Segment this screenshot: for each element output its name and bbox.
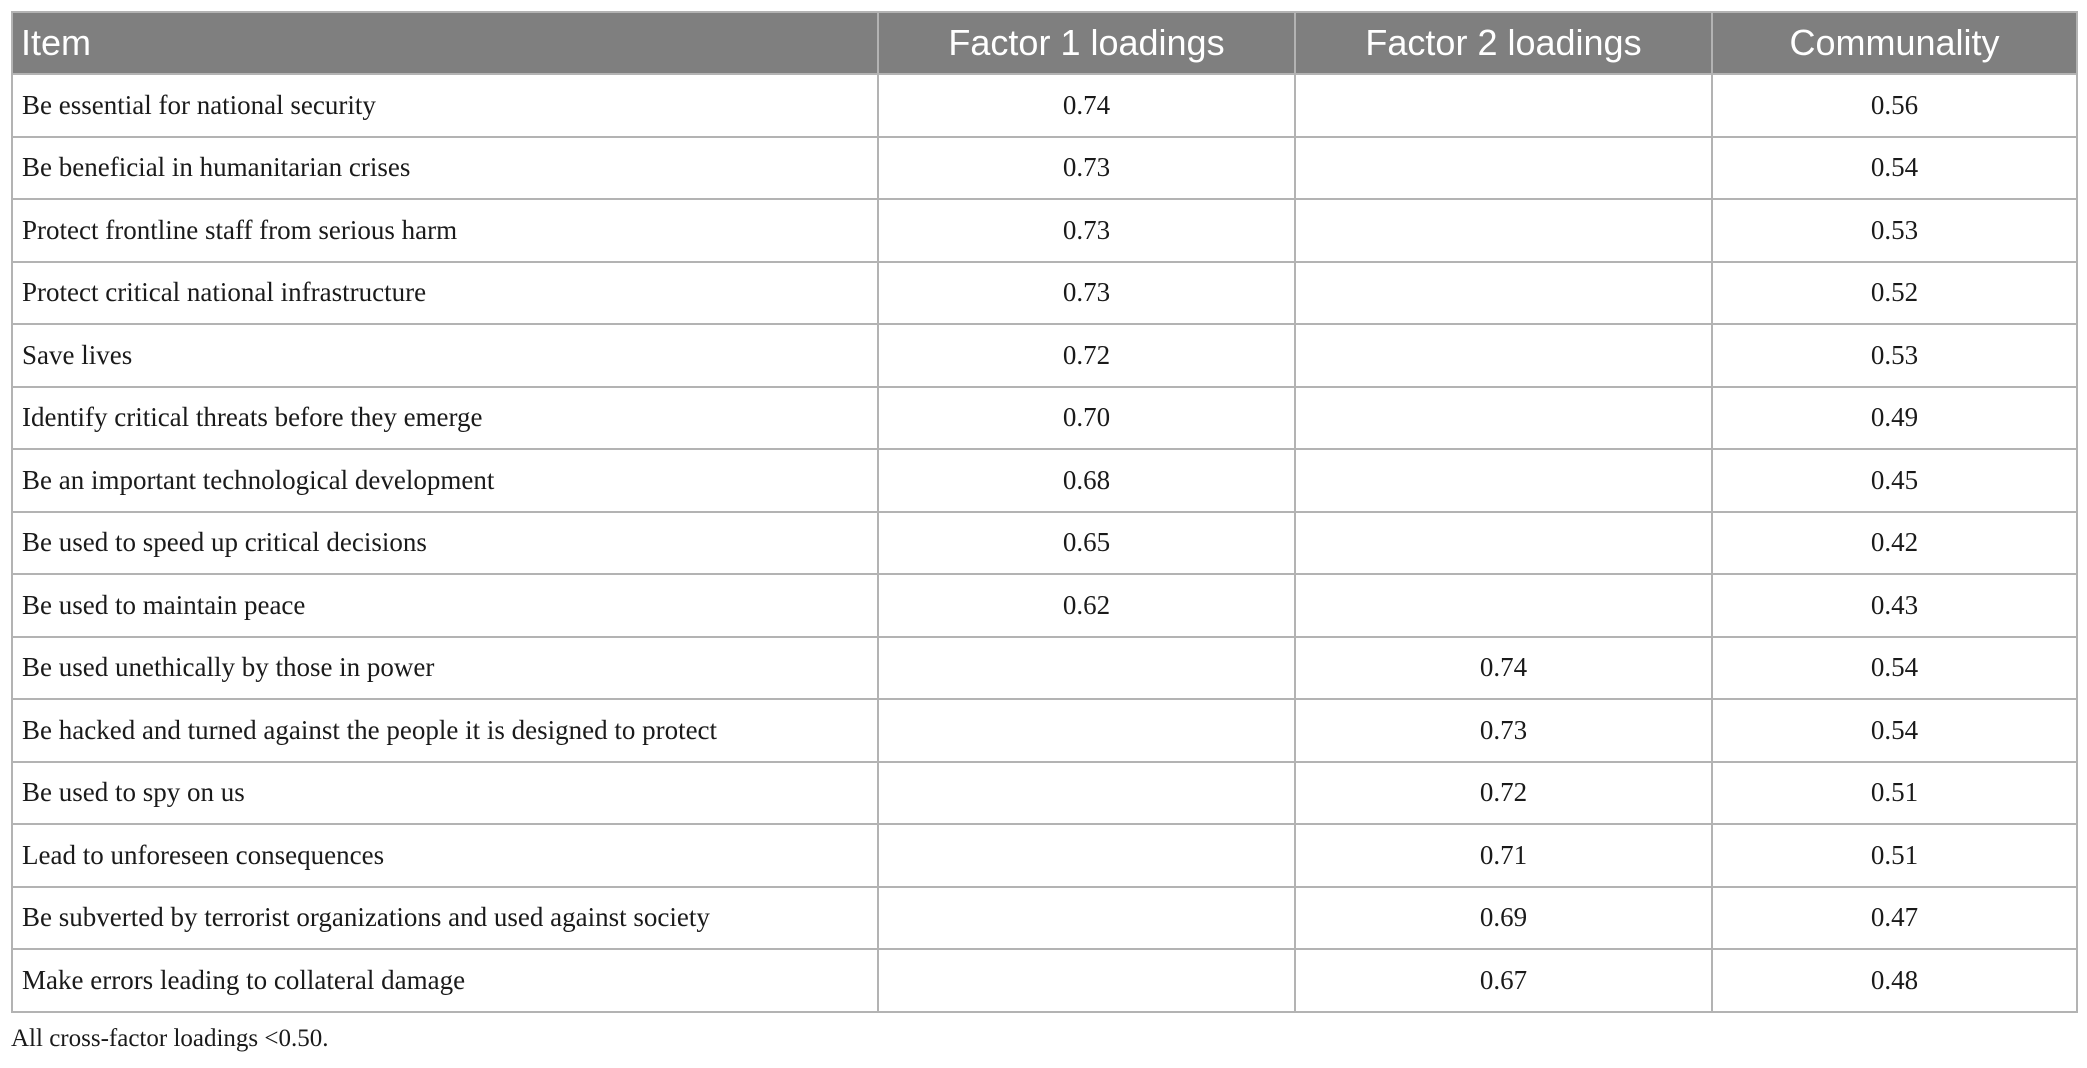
table-header-row: Item Factor 1 loadings Factor 2 loadings…: [11, 11, 2078, 75]
factor-1-loading-cell: 0.73: [877, 260, 1296, 325]
factor-1-loading-cell: 0.74: [877, 73, 1296, 138]
communality-cell: 0.51: [1711, 823, 2078, 888]
factor-2-loading-cell: [1294, 573, 1713, 638]
factor-2-loading-cell: [1294, 73, 1713, 138]
table-row: Lead to unforeseen consequences 0.71 0.51: [11, 823, 2078, 888]
factor-loadings-table: Item Factor 1 loadings Factor 2 loadings…: [11, 11, 2078, 1013]
communality-cell: 0.54: [1711, 135, 2078, 200]
item-cell: Be used to spy on us: [11, 760, 879, 825]
communality-cell: 0.42: [1711, 510, 2078, 575]
factor-1-loading-cell: [877, 760, 1296, 825]
table-row: Protect frontline staff from serious har…: [11, 198, 2078, 263]
communality-cell: 0.51: [1711, 760, 2078, 825]
communality-cell: 0.56: [1711, 73, 2078, 138]
communality-cell: 0.54: [1711, 698, 2078, 763]
table-row: Be an important technological developmen…: [11, 448, 2078, 513]
factor-2-loading-cell: [1294, 260, 1713, 325]
item-cell: Protect frontline staff from serious har…: [11, 198, 879, 263]
factor-1-loading-cell: [877, 885, 1296, 950]
factor-2-loading-cell: [1294, 323, 1713, 388]
table-row: Be hacked and turned against the people …: [11, 698, 2078, 763]
factor-2-loading-cell: 0.74: [1294, 635, 1713, 700]
item-cell: Be an important technological developmen…: [11, 448, 879, 513]
factor-1-loading-cell: 0.68: [877, 448, 1296, 513]
table-row: Be used to maintain peace 0.62 0.43: [11, 573, 2078, 638]
factor-2-loading-cell: [1294, 448, 1713, 513]
item-cell: Save lives: [11, 323, 879, 388]
column-header-factor-2: Factor 2 loadings: [1294, 11, 1713, 75]
item-cell: Lead to unforeseen consequences: [11, 823, 879, 888]
item-cell: Be essential for national security: [11, 73, 879, 138]
communality-cell: 0.48: [1711, 948, 2078, 1013]
factor-2-loading-cell: [1294, 510, 1713, 575]
communality-cell: 0.49: [1711, 385, 2078, 450]
item-cell: Be used to speed up critical decisions: [11, 510, 879, 575]
factor-2-loading-cell: 0.72: [1294, 760, 1713, 825]
factor-1-loading-cell: [877, 635, 1296, 700]
item-cell: Be beneficial in humanitarian crises: [11, 135, 879, 200]
column-header-communality: Communality: [1711, 11, 2078, 75]
factor-1-loading-cell: [877, 698, 1296, 763]
table-row: Be beneficial in humanitarian crises 0.73…: [11, 135, 2078, 200]
item-cell: Be subverted by terrorist organizations …: [11, 885, 879, 950]
table-row: Be used unethically by those in power 0.7…: [11, 635, 2078, 700]
table-row: Save lives 0.72 0.53: [11, 323, 2078, 388]
column-header-item: Item: [11, 11, 879, 75]
factor-2-loading-cell: [1294, 135, 1713, 200]
communality-cell: 0.53: [1711, 323, 2078, 388]
communality-cell: 0.53: [1711, 198, 2078, 263]
table-row: Be used to spy on us 0.72 0.51: [11, 760, 2078, 825]
factor-loadings-table-container: Item Factor 1 loadings Factor 2 loadings…: [11, 11, 2078, 1013]
factor-2-loading-cell: [1294, 198, 1713, 263]
factor-1-loading-cell: [877, 948, 1296, 1013]
factor-1-loading-cell: 0.73: [877, 198, 1296, 263]
factor-2-loading-cell: 0.69: [1294, 885, 1713, 950]
table-row: Be subverted by terrorist organizations …: [11, 885, 2078, 950]
item-cell: Identify critical threats before they em…: [11, 385, 879, 450]
item-cell: Be hacked and turned against the people …: [11, 698, 879, 763]
communality-cell: 0.47: [1711, 885, 2078, 950]
factor-1-loading-cell: 0.73: [877, 135, 1296, 200]
factor-1-loading-cell: 0.62: [877, 573, 1296, 638]
table-row: Be essential for national security 0.74 0.…: [11, 73, 2078, 138]
item-cell: Make errors leading to collateral damage: [11, 948, 879, 1013]
item-cell: Protect critical national infrastructure: [11, 260, 879, 325]
table-footnote: All cross-factor loadings <0.50.: [11, 1025, 329, 1052]
factor-2-loading-cell: [1294, 385, 1713, 450]
communality-cell: 0.45: [1711, 448, 2078, 513]
table-body: Be essential for national security 0.74 0.…: [11, 73, 2078, 1013]
item-cell: Be used to maintain peace: [11, 573, 879, 638]
communality-cell: 0.54: [1711, 635, 2078, 700]
factor-2-loading-cell: 0.67: [1294, 948, 1713, 1013]
factor-2-loading-cell: 0.71: [1294, 823, 1713, 888]
table-row: Identify critical threats before they em…: [11, 385, 2078, 450]
table-row: Be used to speed up critical decisions 0.…: [11, 510, 2078, 575]
factor-1-loading-cell: 0.65: [877, 510, 1296, 575]
table-row: Make errors leading to collateral damage…: [11, 948, 2078, 1013]
factor-1-loading-cell: 0.72: [877, 323, 1296, 388]
item-cell: Be used unethically by those in power: [11, 635, 879, 700]
factor-2-loading-cell: 0.73: [1294, 698, 1713, 763]
communality-cell: 0.52: [1711, 260, 2078, 325]
table-row: Protect critical national infrastructure…: [11, 260, 2078, 325]
factor-1-loading-cell: 0.70: [877, 385, 1296, 450]
factor-1-loading-cell: [877, 823, 1296, 888]
column-header-factor-1: Factor 1 loadings: [877, 11, 1296, 75]
communality-cell: 0.43: [1711, 573, 2078, 638]
